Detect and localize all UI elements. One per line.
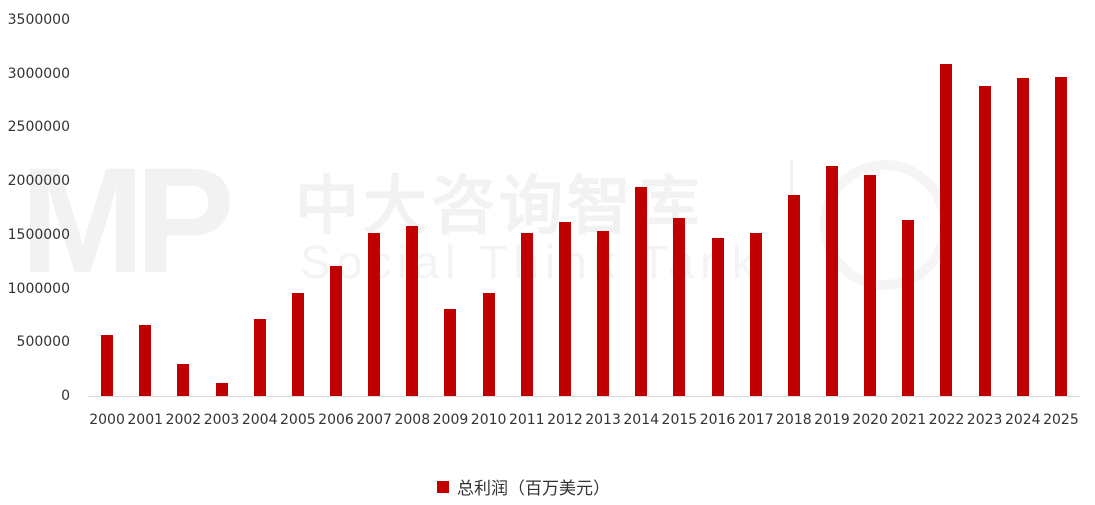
y-tick-label: 500000 — [16, 334, 70, 351]
bar-2006 — [330, 266, 342, 396]
x-tick-label: 2005 — [280, 412, 316, 428]
x-tick-label: 2022 — [928, 412, 965, 428]
bar-2024 — [1016, 78, 1029, 396]
x-tick-label: 2009 — [432, 412, 469, 428]
x-tick-label: 2007 — [356, 412, 392, 428]
bar-2019 — [826, 166, 838, 396]
x-tick-label: 2019 — [814, 412, 850, 428]
bar-2011 — [520, 232, 533, 396]
x-tick-label: 2002 — [165, 412, 202, 428]
x-tick-label: 2013 — [585, 412, 621, 428]
y-tick-label: 1500000 — [7, 226, 70, 243]
legend: 总利润（百万美元） — [437, 474, 610, 499]
bar-2022 — [940, 64, 953, 396]
x-tick-label: 2004 — [241, 412, 278, 428]
y-tick-label: 3000000 — [7, 65, 70, 82]
y-tick-label: 3500000 — [7, 12, 70, 28]
x-tick-label: 2001 — [127, 412, 164, 428]
x-axis-line — [88, 396, 1080, 397]
bar-2013 — [597, 230, 610, 396]
bar-2023 — [978, 85, 991, 396]
bar-2010 — [482, 292, 495, 396]
x-tick-label: 2016 — [699, 412, 736, 428]
bar-2009 — [444, 308, 457, 396]
x-tick-label: 2011 — [508, 412, 545, 428]
x-tick-label: 2003 — [203, 412, 240, 428]
x-tick-label: 2024 — [1004, 412, 1041, 428]
bar-2012 — [558, 221, 571, 396]
bar-2008 — [406, 226, 419, 396]
legend-swatch-icon — [437, 480, 449, 493]
x-tick-label: 2017 — [737, 412, 774, 428]
bar-2000 — [101, 334, 114, 396]
x-tick-label: 2021 — [890, 412, 927, 428]
x-tick-label: 2014 — [623, 412, 660, 428]
bar-2007 — [368, 232, 381, 396]
bar-2018 — [787, 195, 800, 396]
bar-2020 — [864, 174, 877, 396]
x-tick-label: 2000 — [89, 412, 125, 428]
bar-2005 — [291, 292, 304, 396]
bar-2002 — [177, 364, 190, 396]
bar-2016 — [711, 238, 724, 396]
x-tick-label: 2018 — [776, 412, 812, 428]
x-tick-label: 2023 — [966, 412, 1003, 428]
bar-2021 — [902, 219, 915, 396]
x-tick-label: 2012 — [547, 412, 583, 428]
bar-2001 — [139, 325, 152, 396]
x-tick-label: 2015 — [661, 412, 698, 428]
bar-2025 — [1054, 76, 1067, 396]
y-tick-label: 2000000 — [7, 173, 70, 190]
y-tick-label: 2500000 — [7, 119, 70, 136]
bar-2014 — [635, 186, 648, 396]
bar-2004 — [253, 318, 266, 396]
bar-2015 — [673, 217, 686, 396]
bar-2003 — [215, 383, 228, 396]
y-tick-label: 0 — [61, 388, 70, 404]
x-tick-label: 2010 — [470, 412, 507, 428]
plot-area — [88, 20, 1080, 396]
x-tick-label: 2025 — [1043, 412, 1079, 428]
x-tick-label: 2008 — [394, 412, 431, 428]
x-tick-label: 2020 — [852, 412, 888, 428]
legend-label: 总利润（百万美元） — [457, 479, 610, 499]
bar-2017 — [749, 232, 762, 396]
x-tick-label: 2006 — [318, 412, 354, 428]
y-tick-label: 1000000 — [7, 280, 70, 297]
